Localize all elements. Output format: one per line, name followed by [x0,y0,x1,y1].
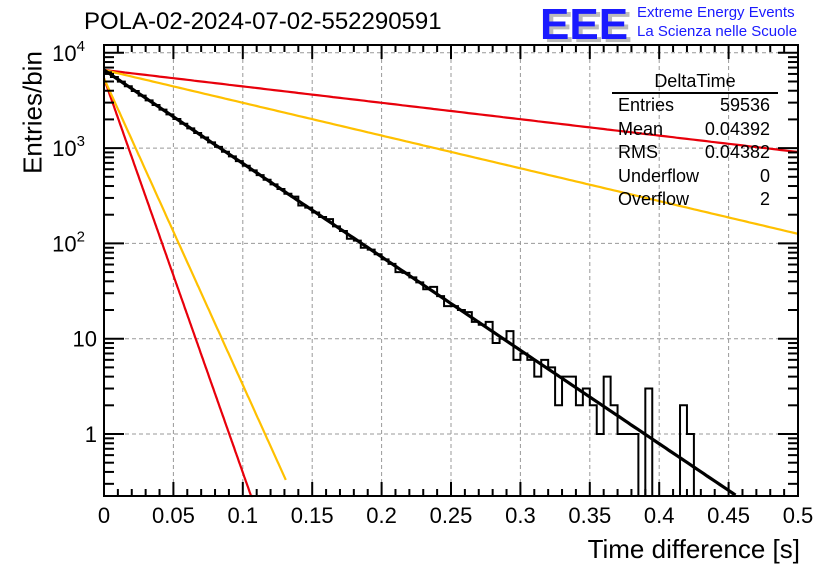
x-tick-label: 0.15 [291,503,334,528]
x-tick-label: 0.2 [366,503,397,528]
curve-red-fast [102,77,253,498]
stats-value: 0.04382 [704,142,770,162]
stats-value: 0.04392 [704,118,770,139]
stats-label: RMS [618,142,658,162]
stats-label: Mean [618,118,664,139]
x-tick-label: 0.3 [505,503,536,528]
x-tick-label: 0.25 [430,503,473,528]
y-axis-label: Entries/bin [17,51,48,174]
curve-yellow-slow [103,68,799,235]
curve-yellow-fast [102,77,287,481]
y-tick-label: 1 [85,422,97,447]
stats-row-overflow: Overflow 2 [612,188,778,212]
chart-title: POLA-02-2024-07-02-552290591 [84,8,442,35]
stats-row-mean: Mean 0.04392 [612,118,778,142]
x-axis-label: Time difference [s] [587,534,800,564]
stats-value: 59536 [719,95,770,115]
curve-red-slow [103,68,799,154]
x-tick-label: 0 [98,503,110,528]
stats-label: Overflow [618,189,690,209]
y-tick-label: 10 [73,327,97,352]
logo-text: Extreme Energy Events La Scienza nelle S… [637,3,797,41]
svg-text:EEE: EEE [544,3,632,42]
logo-mark: EEE [540,2,628,42]
stats-label: Entries [618,95,675,115]
stats-title: DeltaTime [612,70,778,94]
y-tick-label: 104 [52,38,85,66]
stats-row-rms: RMS 0.04382 [612,141,778,165]
y-tick-label: 102 [52,228,85,256]
stats-value: 2 [759,189,770,209]
axis-ticks [103,45,799,496]
fit-line [103,68,737,497]
stats-row-underflow: Underflow 0 [612,165,778,189]
logo-line2: La Scienza nelle Scuole [637,23,798,40]
y-tick-label: 103 [52,133,85,161]
eee-logo-icon: EEE EEE [540,2,632,42]
logo-line1: Extreme Energy Events [637,4,795,21]
x-tick-label: 0.35 [568,503,611,528]
stats-value: 0 [759,165,770,186]
fit-curves [102,68,799,498]
x-tick-label: 0.4 [644,503,675,528]
x-tick-label: 0.5 [783,503,814,528]
x-tick-label: 0.45 [707,503,750,528]
tick-labels: 0 0.05 0.1 0.15 0.2 0.25 0.3 0.35 0.4 0.45 0.5 1 10 1… [52,38,813,528]
stats-row-entries: Entries 59536 [612,94,778,118]
stats-label: Underflow [618,165,700,186]
x-tick-label: 0.05 [152,503,195,528]
stats-box: DeltaTime Entries 59536 Mean 0.04392 RMS 0.… [612,70,778,212]
x-tick-label: 0.1 [228,503,259,528]
